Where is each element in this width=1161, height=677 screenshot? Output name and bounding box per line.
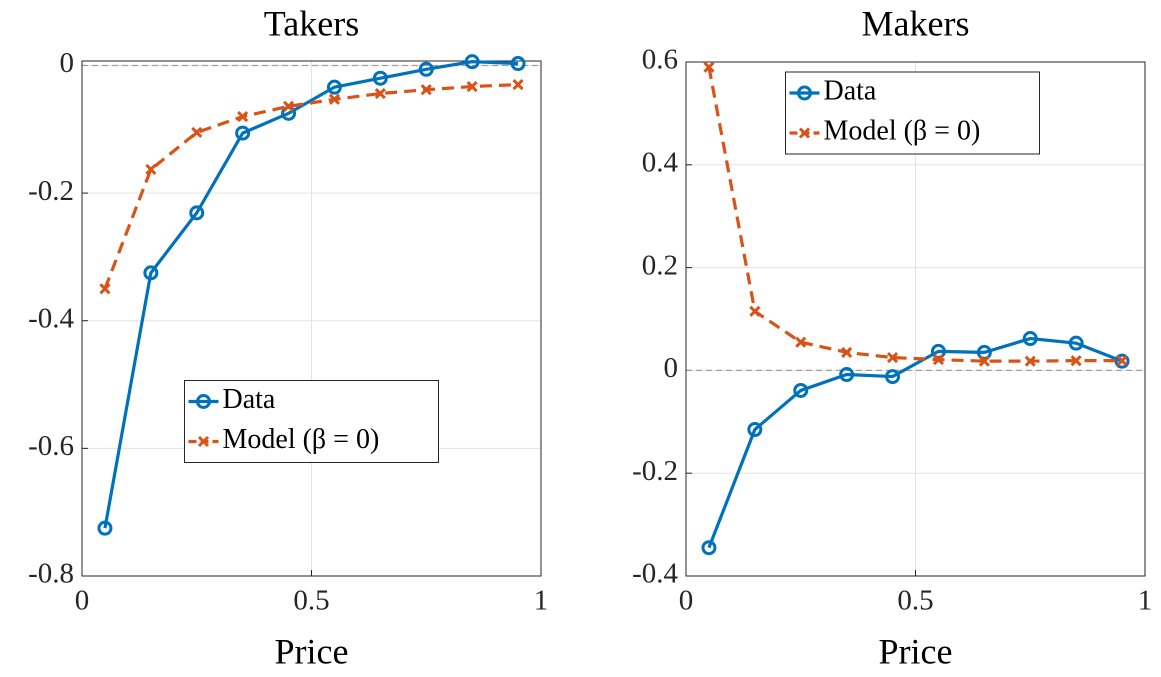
axes-box: [685, 61, 1146, 577]
marker: [1070, 355, 1082, 367]
marker: [143, 265, 159, 281]
y-tick-label: -0.6: [28, 430, 74, 462]
legend: Data Model (β = 0): [184, 380, 439, 463]
legend: Data Model (β = 0): [785, 71, 1040, 155]
series-line: [103, 83, 519, 290]
legend-box: [785, 71, 1040, 155]
marker: [372, 70, 388, 86]
marker: [795, 336, 807, 348]
marker: [930, 343, 946, 359]
marker: [1116, 355, 1128, 367]
legend-label: Model (β = 0): [223, 424, 380, 455]
marker: [747, 422, 763, 438]
legend-marker: [197, 435, 210, 448]
marker: [374, 87, 386, 100]
chart-title: Makers: [862, 3, 970, 43]
marker: [191, 126, 203, 139]
marker: [1024, 355, 1036, 367]
series-line: [707, 66, 1123, 363]
y-tick-label: 0: [60, 47, 75, 79]
x-tick-label: 1: [534, 585, 549, 617]
marker: [978, 355, 990, 367]
x-tick-label: 0: [75, 585, 90, 617]
marker: [464, 54, 480, 70]
marker: [749, 305, 761, 317]
marker: [510, 56, 526, 72]
y-tick-label: 0: [664, 352, 679, 384]
x-tick-label: 1: [1138, 585, 1153, 617]
marker: [97, 520, 113, 536]
marker: [512, 79, 524, 91]
y-tick-label: 0.2: [642, 249, 678, 281]
marker: [466, 80, 478, 93]
y-tick-label: -0.2: [28, 175, 74, 207]
marker: [1114, 353, 1130, 369]
x-axis-label: Price: [275, 631, 349, 671]
marker: [976, 344, 992, 360]
marker: [932, 354, 945, 366]
y-tick-label: 0.6: [642, 44, 678, 76]
y-tick-label: 0.4: [642, 146, 679, 178]
legend-label: Data: [824, 75, 877, 106]
series-line: [707, 336, 1123, 549]
y-tick-label: -0.2: [632, 455, 678, 487]
marker: [1022, 331, 1038, 347]
marker: [326, 79, 342, 95]
marker: [328, 93, 341, 105]
legend-label: Data: [223, 384, 276, 415]
y-tick-label: -0.4: [632, 558, 678, 590]
marker: [703, 61, 715, 73]
legend-box: [184, 380, 439, 463]
series-line: [103, 60, 519, 529]
marker: [282, 100, 295, 112]
legend-label: Model (β = 0): [824, 115, 981, 146]
legend-marker: [797, 85, 812, 101]
marker: [189, 205, 205, 221]
marker: [885, 369, 901, 385]
axes-box: [81, 60, 542, 577]
marker: [99, 283, 111, 295]
marker: [701, 540, 717, 556]
x-tick-label: 0: [679, 585, 694, 617]
y-tick-label: -0.4: [28, 302, 74, 334]
legend-marker: [196, 394, 211, 409]
y-tick-label: -0.8: [28, 558, 74, 590]
marker: [237, 110, 249, 123]
marker: [235, 125, 251, 141]
legend-marker: [798, 127, 811, 139]
x-axis-label: Price: [879, 631, 953, 671]
chart-title: Takers: [264, 3, 359, 43]
marker: [839, 367, 855, 383]
marker: [886, 351, 899, 364]
marker: [145, 163, 157, 176]
marker: [418, 61, 434, 77]
marker: [841, 346, 853, 358]
marker: [793, 382, 809, 398]
marker: [420, 84, 432, 96]
x-tick-label: 0.5: [897, 585, 933, 617]
marker: [1068, 335, 1084, 351]
x-tick-label: 0.5: [293, 585, 329, 617]
